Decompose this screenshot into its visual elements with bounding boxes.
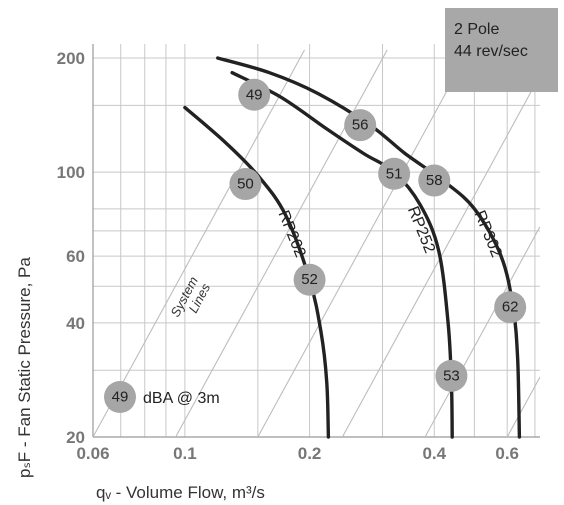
fan-curve-rp252 (232, 73, 452, 437)
y-tick-label: 40 (66, 314, 85, 333)
dba-marker-label: 50 (237, 176, 254, 193)
dba-marker-label: 53 (443, 367, 460, 384)
system-line (93, 50, 304, 437)
system-lines (93, 50, 540, 437)
curve-label-rp202: RP202 (275, 208, 309, 260)
system-lines-label: System Lines (167, 274, 213, 326)
dba-marker-label: 56 (352, 117, 369, 134)
x-tick-label: 0.4 (422, 444, 446, 463)
dba-marker-label: 49 (246, 86, 263, 103)
y-tick-label: 60 (66, 247, 85, 266)
legend: 49 dBA @ 3m (104, 381, 220, 413)
dba-marker-label: 58 (426, 172, 443, 189)
legend-text: dBA @ 3m (143, 390, 220, 407)
x-tick-label: 0.1 (173, 444, 197, 463)
dba-marker-label: 52 (301, 271, 318, 288)
dba-marker-label: 62 (502, 299, 519, 316)
system-line (176, 50, 387, 437)
legend-marker-label: 49 (112, 389, 129, 406)
curve-label-rp302: RP302 (471, 208, 505, 260)
y-tick-label: 200 (57, 49, 85, 68)
dba-marker-label: 51 (386, 165, 403, 182)
speed-box: 2 Pole 44 rev/sec (445, 8, 558, 92)
y-tick-label: 20 (66, 428, 85, 447)
speed-box-line-2: 44 rev/sec (454, 43, 528, 60)
x-tick-label: 0.2 (298, 444, 322, 463)
system-line (425, 227, 540, 437)
speed-box-line-1: 2 Pole (454, 21, 499, 38)
x-axis-title: qᵥ - Volume Flow, m³/s (96, 483, 265, 502)
y-tick-label: 100 (57, 163, 85, 182)
grid (93, 44, 540, 437)
x-tick-label: 0.6 (495, 444, 519, 463)
y-axis-title: pₛF - Fan Static Pressure, Pa (15, 257, 34, 478)
